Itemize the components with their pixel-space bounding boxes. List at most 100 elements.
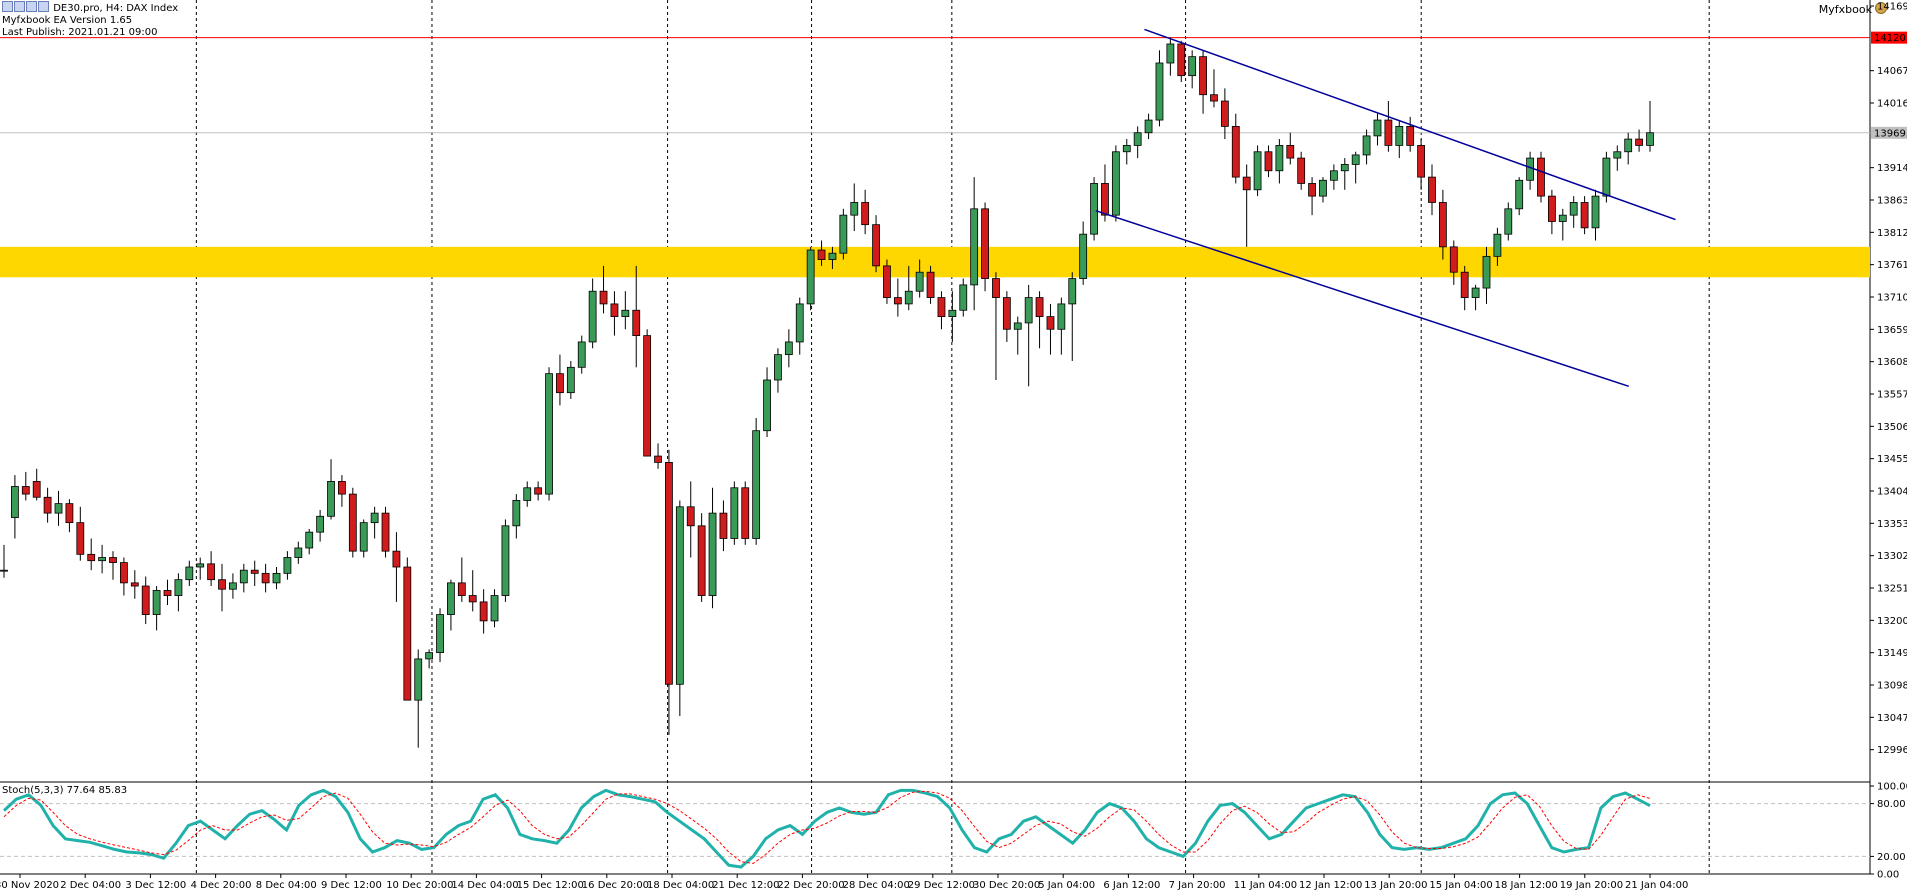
time-tick-label: 18 Jan 12:00	[1495, 880, 1558, 891]
myfxbook-logo-icon	[1875, 2, 1887, 14]
candle-body	[1646, 132, 1654, 146]
candle-body	[359, 522, 368, 552]
candle-body	[534, 487, 543, 495]
price-tick-label: 13914.9	[1877, 163, 1907, 174]
chart-header-symbol: DE30.pro, H4: DAX Index	[2, 1, 178, 15]
candle-body	[1046, 316, 1055, 330]
candle-body	[959, 284, 968, 311]
candle-body	[1580, 202, 1589, 229]
stoch-tick-label: 20.00	[1877, 852, 1906, 863]
candle-body	[1406, 125, 1415, 146]
candle-body	[1362, 135, 1371, 156]
candle-body	[523, 487, 532, 501]
candle-body	[196, 563, 205, 568]
candle-body	[610, 303, 619, 317]
candle-body	[1122, 145, 1131, 153]
candle-body	[436, 614, 444, 654]
stoch-tick-label: 80.00	[1877, 799, 1906, 810]
candle-body	[937, 297, 946, 317]
current-price-tag	[1871, 126, 1907, 139]
candle-body	[163, 590, 172, 596]
candle-body	[392, 550, 401, 568]
candle-body	[1068, 278, 1077, 305]
candle-body	[1449, 246, 1458, 273]
price-tick-label: 13149.9	[1877, 648, 1907, 659]
candle-body	[1210, 94, 1218, 102]
candle-body	[1231, 125, 1240, 178]
time-tick-label: 16 Dec 20:00	[582, 880, 649, 891]
time-tick-label: 5 Jan 04:00	[1038, 880, 1095, 891]
candle-body	[774, 354, 782, 381]
candle-body	[1515, 179, 1524, 210]
candle-body	[566, 366, 575, 394]
candle-body	[1133, 132, 1142, 146]
candle-body	[0, 569, 8, 572]
candle-body	[708, 512, 717, 596]
candle-body	[338, 481, 346, 495]
candle-body	[1308, 183, 1316, 197]
candle-body	[327, 481, 335, 517]
current-price-label: 13969.9	[1874, 128, 1907, 139]
candle-body	[425, 652, 434, 660]
stoch-tick-label: 100.00	[1877, 782, 1907, 793]
candle-body	[490, 595, 499, 622]
chart-window-icon	[2, 1, 13, 12]
candle-body	[981, 208, 989, 279]
price-tick-label: 13761.9	[1877, 260, 1907, 271]
candle-body	[556, 373, 564, 394]
candle-body	[1199, 56, 1207, 96]
resistance-price-tag	[1871, 31, 1907, 44]
candle-body	[806, 249, 815, 305]
price-tick-label: 13353.9	[1877, 519, 1907, 530]
candle-body	[654, 455, 662, 463]
candle-body	[381, 512, 390, 552]
candle-body	[970, 208, 979, 286]
candle-body	[501, 525, 510, 596]
time-tick-label: 3 Dec 12:00	[125, 880, 186, 891]
symbol-line: DE30.pro, H4: DAX Index	[53, 3, 179, 14]
stoch-main-line	[2, 788, 1651, 869]
candle-body	[1351, 154, 1360, 165]
time-tick-label: 6 Jan 12:00	[1103, 880, 1160, 891]
candle-body	[239, 569, 248, 584]
candle-body	[1602, 157, 1611, 197]
candle-body	[1395, 125, 1404, 146]
candle-body	[893, 297, 902, 305]
chart-window-icon	[38, 1, 49, 12]
candle-body	[795, 303, 804, 343]
candle-body	[577, 341, 586, 368]
candle-body	[1220, 100, 1229, 127]
time-tick-label: 18 Dec 04:00	[647, 880, 714, 891]
candle-body	[1166, 43, 1175, 64]
candle-body	[130, 582, 139, 587]
candle-body	[512, 500, 521, 527]
candle-body	[305, 531, 314, 549]
candle-body	[1558, 214, 1567, 222]
candle-body	[817, 249, 826, 260]
candle-body	[926, 271, 935, 298]
price-tick-label: 14169.9	[1877, 2, 1907, 13]
candle-body	[185, 566, 194, 581]
candle-body	[98, 557, 107, 562]
candle-body	[1079, 233, 1088, 279]
price-tick-label: 14016.9	[1877, 99, 1907, 110]
candle-body	[152, 590, 161, 615]
candle-body	[1002, 297, 1011, 330]
candle-body	[1537, 157, 1545, 197]
price-tick-label: 13812.9	[1877, 228, 1907, 239]
candle-body	[174, 579, 183, 596]
time-tick-label: 11 Jan 04:00	[1234, 880, 1297, 891]
candle-body	[141, 585, 150, 615]
candle-body	[828, 252, 837, 260]
candle-body	[457, 582, 466, 596]
candle-body	[1111, 151, 1120, 216]
candle-body	[1144, 119, 1153, 134]
price-tick-label: 14067.9	[1877, 66, 1907, 77]
price-tick-label: 13098.9	[1877, 681, 1907, 692]
candle-body	[1024, 297, 1033, 324]
price-tick-label: 13404.9	[1877, 487, 1907, 498]
candle-body	[54, 503, 63, 514]
candle-body	[414, 658, 423, 701]
candle-body	[21, 486, 30, 495]
